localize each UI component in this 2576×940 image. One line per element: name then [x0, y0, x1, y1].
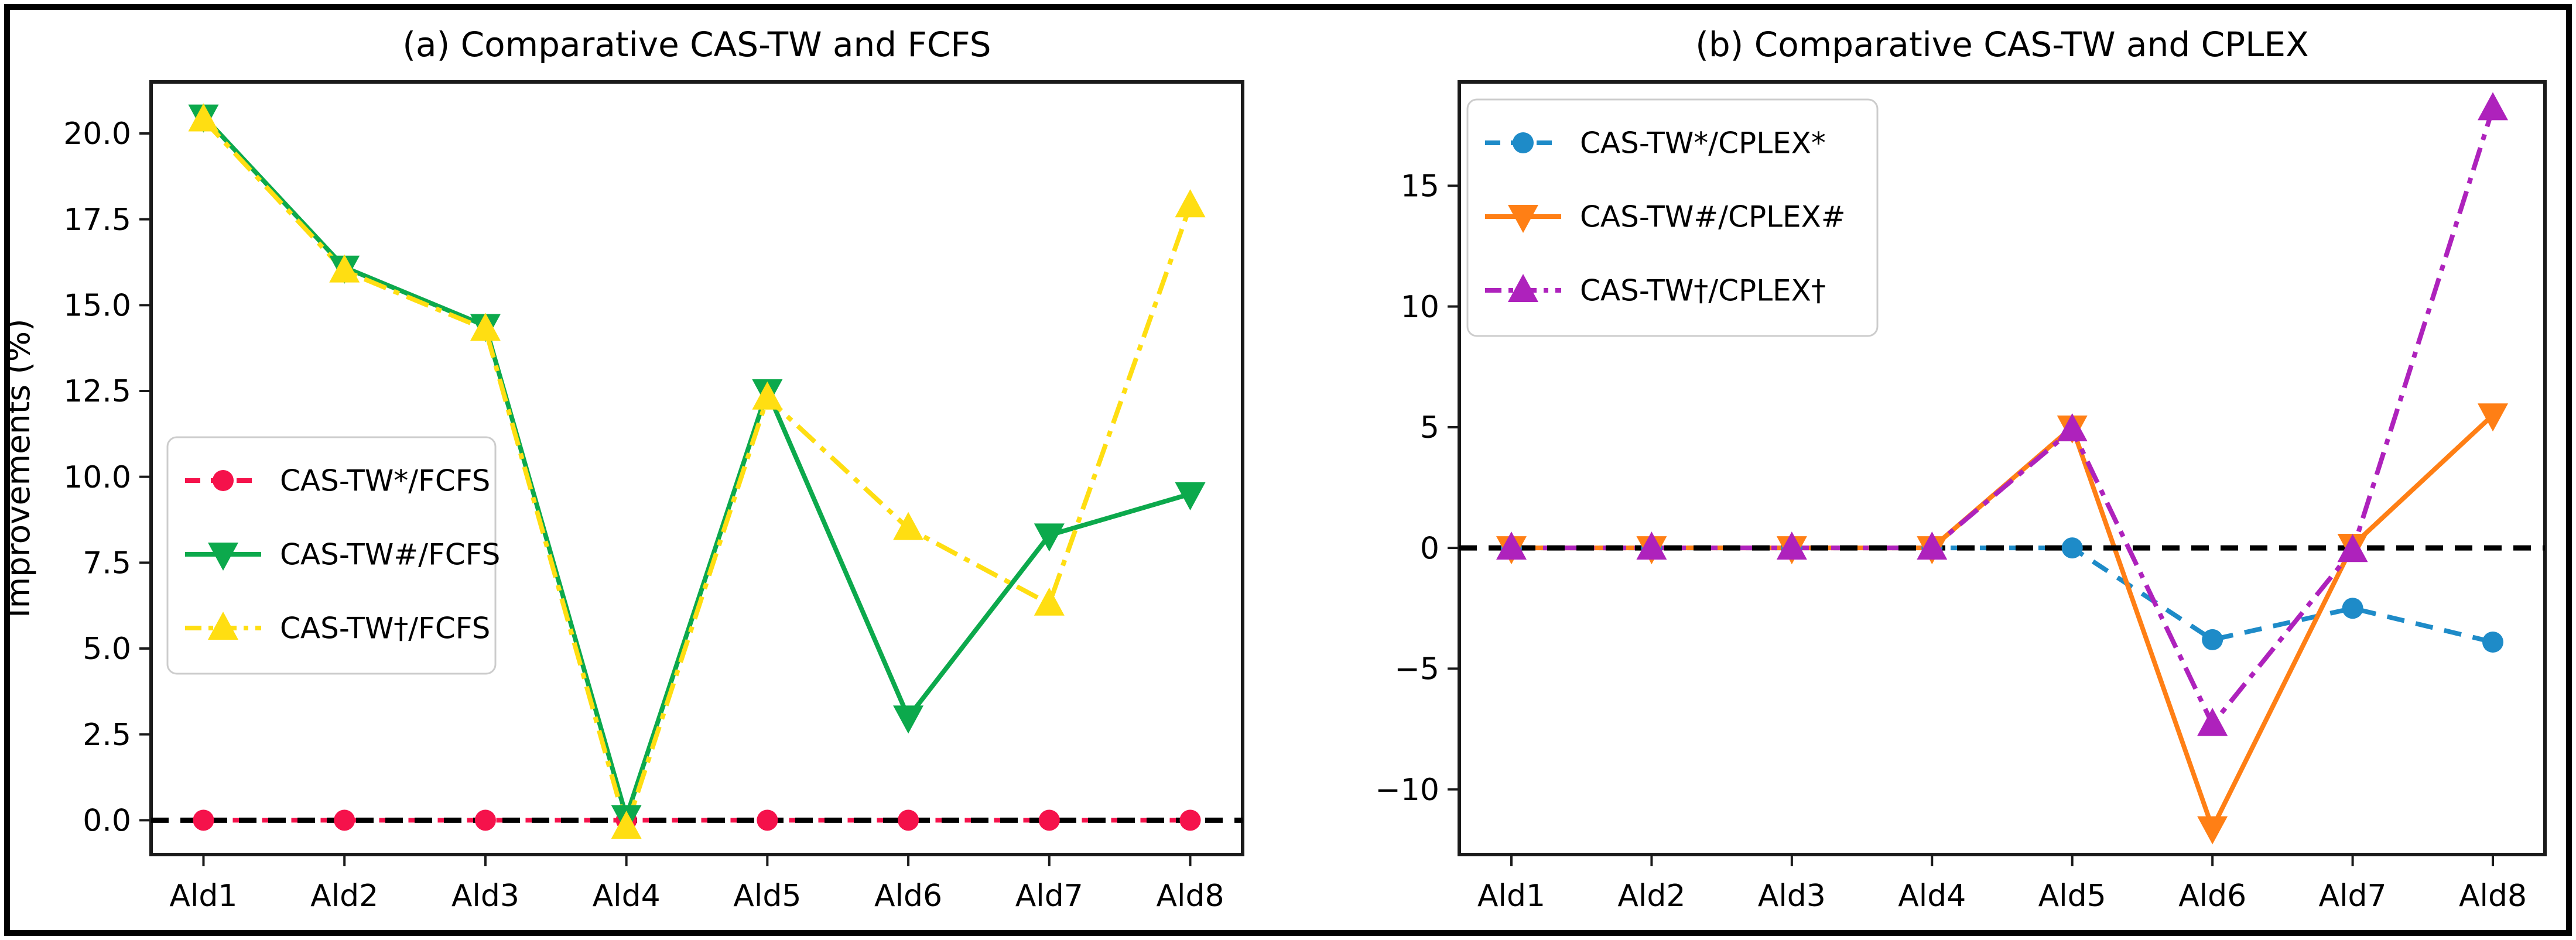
- triangle-down-marker-s1: [2478, 403, 2509, 432]
- triangle-up-marker-s2: [752, 381, 783, 410]
- x-tick-label: Ald6: [2178, 879, 2246, 914]
- y-tick-label: 15: [1401, 169, 1439, 204]
- x-tick-label: Ald3: [451, 879, 519, 914]
- circle-marker-legend: [1513, 132, 1534, 153]
- x-tick-label: Ald4: [593, 879, 661, 914]
- triangle-up-marker-s2: [1175, 189, 1206, 218]
- x-tick-label: Ald1: [169, 879, 237, 914]
- x-tick-label: Ald2: [310, 879, 378, 914]
- triangle-up-marker-s2: [1034, 587, 1065, 616]
- circle-marker-s0: [757, 809, 778, 831]
- circle-marker-s0: [1038, 809, 1060, 831]
- y-tick-label: 10: [1401, 290, 1439, 325]
- x-tick-label: Ald8: [2459, 879, 2527, 914]
- x-tick-label: Ald1: [1477, 879, 1545, 914]
- y-tick-label: 2.5: [83, 718, 131, 753]
- circle-marker-s0: [193, 809, 214, 831]
- series-line-2: [201, 118, 1193, 830]
- triangle-up-marker-s2: [1776, 531, 1807, 560]
- triangle-down-marker-s1: [893, 705, 924, 734]
- y-tick-label: −5: [1394, 652, 1439, 687]
- legend-label: CAS-TW#/CPLEX#: [1580, 200, 1846, 234]
- circle-marker-s0: [2482, 632, 2504, 653]
- y-tick-label: 17.5: [63, 203, 131, 238]
- circle-marker-s0: [2061, 537, 2083, 559]
- legend: CAS-TW*/FCFS CAS-TW#/FCFS CAS-TW†/FCFS: [166, 436, 500, 675]
- circle-marker-s0: [1179, 809, 1201, 831]
- series-line-2: [1511, 108, 2495, 727]
- triangle-up-marker-s2: [2197, 708, 2228, 736]
- x-tick-label: Ald3: [1758, 879, 1826, 914]
- y-tick-label: 10.0: [63, 460, 131, 495]
- legend-box: [1466, 98, 1879, 337]
- series-line-1: [201, 114, 1191, 819]
- y-axis-label: Improvements (%): [0, 318, 37, 617]
- triangle-up-marker-legend: [208, 612, 238, 640]
- y-tick-label: 15.0: [63, 289, 131, 324]
- triangle-down-marker-s1: [1034, 523, 1065, 552]
- triangle-up-marker-s2: [1917, 531, 1948, 560]
- y-tick-label: 0.0: [83, 804, 131, 839]
- legend-label: CAS-TW*/FCFS: [280, 464, 490, 498]
- x-tick-label: Ald7: [1015, 879, 1083, 914]
- triangle-up-marker-s2: [470, 313, 501, 341]
- triangle-up-marker-s2: [611, 811, 642, 839]
- circle-marker-s0: [334, 809, 355, 831]
- triangle-up-marker-s2: [1496, 531, 1527, 560]
- legend-label: CAS-TW†/FCFS: [280, 612, 490, 646]
- triangle-down-marker-legend: [208, 543, 238, 571]
- circle-marker-legend: [213, 470, 234, 491]
- legend-label: CAS-TW†/CPLEX†: [1580, 274, 1826, 308]
- circle-marker-s0: [474, 809, 496, 831]
- triangle-down-marker-s1: [1175, 482, 1206, 510]
- legend-label: CAS-TW*/CPLEX*: [1580, 126, 1826, 160]
- x-tick-label: Ald8: [1156, 879, 1224, 914]
- legend-label: CAS-TW#/FCFS: [280, 538, 500, 572]
- triangle-down-marker-s1: [2197, 816, 2228, 845]
- y-tick-label: 12.5: [63, 374, 131, 409]
- triangle-up-marker-s2: [2478, 92, 2509, 121]
- y-tick-label: 0: [1420, 531, 1439, 566]
- x-tick-label: Ald5: [733, 879, 801, 914]
- circle-marker-s0: [2342, 598, 2363, 619]
- circle-marker-s0: [898, 809, 919, 831]
- triangle-up-marker-s2: [188, 103, 219, 132]
- chart-title: (a) Comparative CAS-TW and FCFS: [402, 25, 991, 64]
- x-tick-label: Ald4: [1898, 879, 1966, 914]
- legend-box: [166, 436, 497, 675]
- triangle-up-marker-s2: [1636, 531, 1667, 560]
- x-tick-label: Ald2: [1617, 879, 1685, 914]
- chart-title: (b) Comparative CAS-TW and CPLEX: [1695, 25, 2309, 64]
- triangle-down-marker-legend: [1508, 205, 1538, 233]
- y-tick-label: 5: [1420, 410, 1439, 445]
- triangle-up-marker-s2: [2337, 534, 2368, 562]
- circle-marker-s0: [2202, 629, 2223, 650]
- triangle-up-marker-s2: [329, 254, 360, 283]
- y-tick-label: −10: [1375, 773, 1439, 808]
- triangle-up-marker-s2: [2057, 413, 2088, 441]
- legend: CAS-TW*/CPLEX* CAS-TW#/CPLEX# CAS-TW†/CPLE…: [1466, 98, 1879, 337]
- x-tick-label: Ald7: [2319, 879, 2387, 914]
- y-tick-label: 20.0: [63, 116, 131, 152]
- subplot-b: (b) Comparative CAS-TW and CPLEX −10 −5 0 5 1…: [1375, 25, 2547, 914]
- triangle-up-marker-legend: [1508, 274, 1538, 302]
- subplot-a: (a) Comparative CAS-TW and FCFS Improveme…: [0, 25, 1244, 914]
- x-tick-label: Ald6: [874, 879, 942, 914]
- y-tick-label: 5.0: [83, 632, 131, 667]
- triangle-up-marker-s2: [893, 512, 924, 540]
- x-tick-label: Ald5: [2038, 879, 2106, 914]
- y-tick-label: 7.5: [83, 546, 131, 581]
